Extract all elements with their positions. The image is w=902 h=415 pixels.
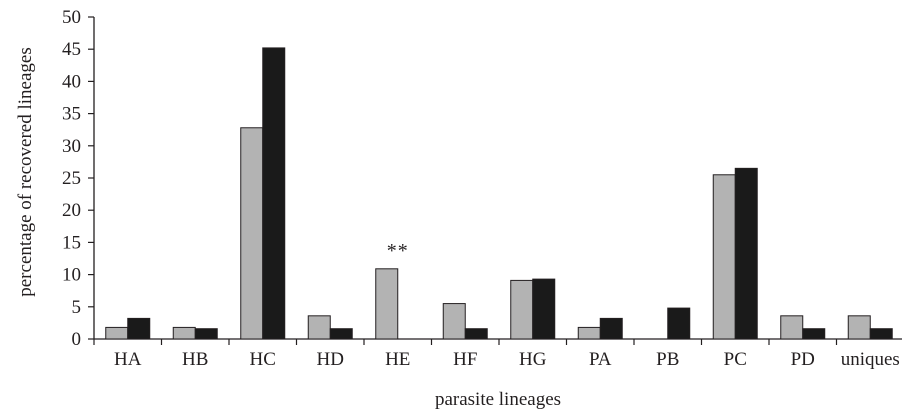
bar-pa-series-2 xyxy=(599,317,623,340)
bar-pb-series-2 xyxy=(667,307,691,340)
y-tick-label: 15 xyxy=(62,232,81,253)
axes xyxy=(88,16,902,345)
bar-pd-series-1 xyxy=(780,315,804,340)
bar-pc-series-2 xyxy=(734,167,758,340)
y-axis-title: percentage of recovered lineages xyxy=(15,47,36,297)
y-tick-label: 40 xyxy=(62,71,81,92)
bar-hb-series-1 xyxy=(172,326,196,340)
x-category-label: HE xyxy=(385,349,410,370)
y-tick-label: 5 xyxy=(72,297,82,318)
labels: 0 5 10 15 20 25 30 35 40 45 50 HA HB HC HD HE HF HG PA PB PC… xyxy=(62,7,900,370)
bar-hb-series-2 xyxy=(194,328,218,340)
bar-hd-series-2 xyxy=(329,328,353,340)
significance-annotation: ** xyxy=(387,240,409,262)
bars xyxy=(105,47,893,340)
y-tick-label: 10 xyxy=(62,265,81,286)
x-category-label: PB xyxy=(656,349,679,370)
x-axis-title: parasite lineages xyxy=(435,389,561,410)
x-category-label: HC xyxy=(250,349,276,370)
bar-uniques-series-2 xyxy=(869,328,893,340)
bar-hg-series-2 xyxy=(532,278,556,340)
x-category-label: uniques xyxy=(841,349,900,370)
bar-hf-series-2 xyxy=(464,328,488,340)
x-category-label: HD xyxy=(317,349,344,370)
x-category-label: PC xyxy=(724,349,747,370)
y-tick-label: 35 xyxy=(62,104,81,125)
y-tick-label: 30 xyxy=(62,136,81,157)
y-tick-label: 50 xyxy=(62,7,81,28)
bar-hc-series-2 xyxy=(262,47,286,340)
y-tick-label: 0 xyxy=(72,329,82,350)
x-category-label: HG xyxy=(519,349,547,370)
bar-hd-series-1 xyxy=(307,315,331,340)
bar-uniques-series-1 xyxy=(847,315,871,340)
bar-hc-series-1 xyxy=(240,127,264,340)
bar-he-series-1 xyxy=(375,268,399,340)
bar-pa-series-1 xyxy=(577,326,601,340)
bar-ha-series-1 xyxy=(105,326,129,340)
y-tick-label: 45 xyxy=(62,39,81,60)
bar-pc-series-1 xyxy=(712,174,736,340)
x-category-label: HA xyxy=(114,349,142,370)
y-tick-label: 25 xyxy=(62,168,81,189)
bar-hg-series-1 xyxy=(510,279,534,340)
bar-pd-series-2 xyxy=(802,328,826,340)
x-category-label: HB xyxy=(182,349,208,370)
x-category-label: PA xyxy=(589,349,612,370)
x-category-label: HF xyxy=(453,349,477,370)
bar-hf-series-1 xyxy=(442,303,466,340)
x-category-label: PD xyxy=(791,349,815,370)
y-tick-label: 20 xyxy=(62,200,81,221)
bar-ha-series-2 xyxy=(127,317,151,340)
